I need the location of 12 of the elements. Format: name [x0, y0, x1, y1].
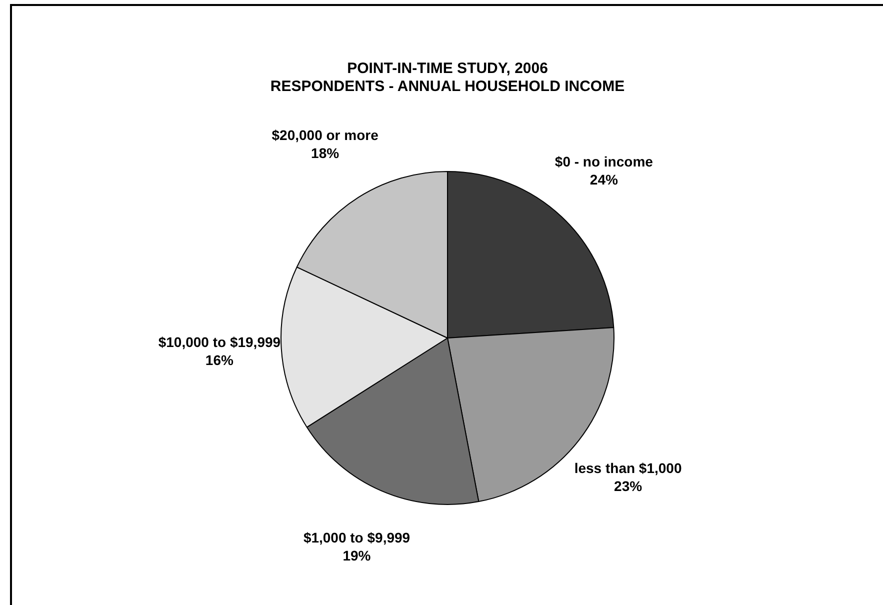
data-label: 24%	[590, 171, 618, 188]
slice-label: $10,000 to $19,999	[158, 334, 281, 350]
data-label: 18%	[311, 144, 340, 161]
data-label: 19%	[342, 548, 372, 564]
text: RESPONDENTS - ANNUAL HOUSEHOLD INCOME	[270, 78, 625, 96]
slice-label: less than $1,000	[574, 460, 682, 476]
slice-label: $0 - no income	[554, 153, 654, 170]
slice-label: $1,000 to $9,999	[303, 530, 410, 546]
data-label: 23%	[614, 478, 643, 494]
data-label: 16%	[205, 352, 234, 368]
slice-label: $20,000 or more	[272, 126, 379, 143]
text: POINT-IN-TIME STUDY, 2006	[347, 60, 548, 78]
